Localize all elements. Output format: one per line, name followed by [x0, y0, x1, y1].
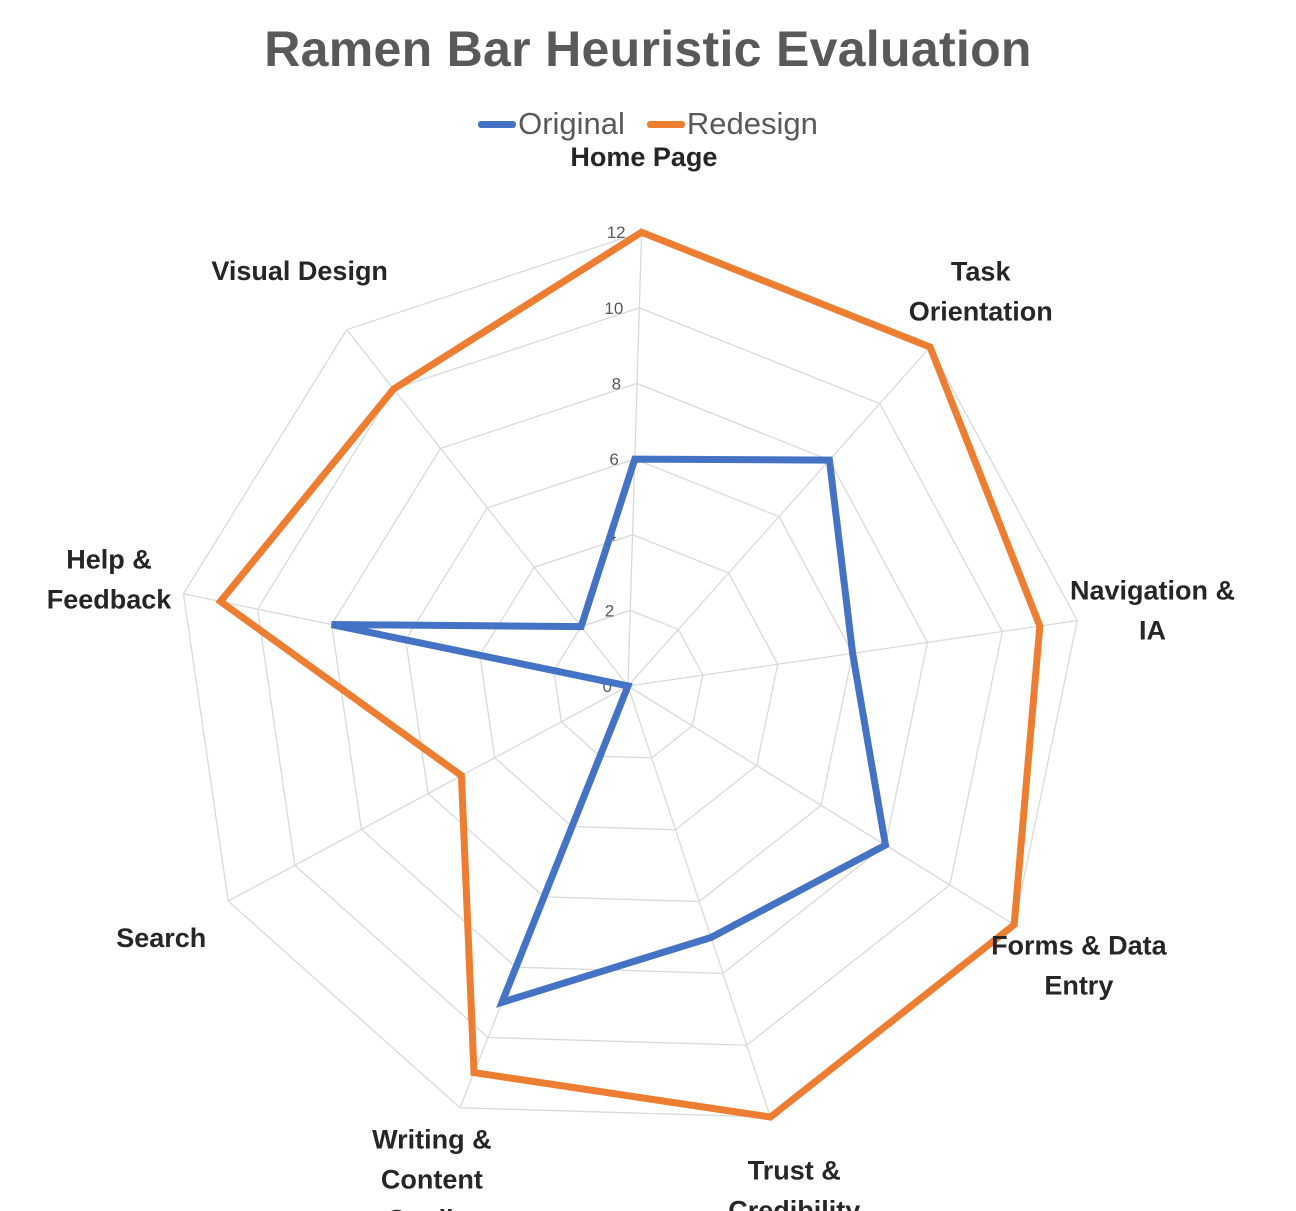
- legend-swatch-original: [478, 120, 517, 128]
- legend: Original Redesign: [0, 106, 1296, 142]
- grid-ring: [182, 231, 1078, 1118]
- radial-tick-label: 0: [603, 677, 612, 696]
- legend-label-original: Original: [518, 106, 625, 141]
- series-line-original: [330, 455, 890, 1008]
- category-label-line: Entry: [1044, 971, 1113, 1001]
- grid-spoke: [627, 346, 931, 687]
- grid-ring: [553, 609, 704, 759]
- category-label-line: Credibility: [728, 1195, 860, 1211]
- category-label: Writing & Content Quality: [372, 1124, 491, 1211]
- legend-label-redesign: Redesign: [686, 106, 818, 141]
- category-label-line: Feedback: [47, 584, 173, 614]
- category-label-line: Quality: [386, 1204, 478, 1211]
- category-labels: Home Page Task Orientation Navigation & IA Fo…: [47, 142, 1235, 1211]
- grid-ring: [479, 534, 779, 831]
- series-line-redesign: [215, 228, 1044, 1121]
- series-layer: [215, 228, 1044, 1121]
- legend-item-original: Original: [478, 106, 625, 142]
- grid-ring: [330, 382, 929, 975]
- category-label: Home Page: [570, 142, 717, 172]
- radial-tick-label: 2: [605, 601, 614, 620]
- grid-spoke: [627, 685, 772, 1118]
- radial-tick-label: 6: [609, 450, 618, 469]
- category-label: Visual Design: [211, 256, 388, 286]
- category-label: Help & Feedback: [47, 544, 173, 614]
- category-label-line: Search: [116, 923, 206, 953]
- legend-swatch-redesign: [646, 120, 685, 128]
- chart-title: Ramen Bar Heuristic Evaluation: [264, 21, 1032, 77]
- grid-spoke: [346, 329, 629, 687]
- radial-tick-label: 10: [604, 299, 623, 318]
- category-label: Navigation & IA: [1070, 576, 1235, 646]
- radial-tick-label: 12: [607, 223, 626, 242]
- category-label-line: Writing &: [372, 1124, 491, 1154]
- category-label: Trust & Credibility: [728, 1155, 860, 1211]
- category-label-line: Home Page: [570, 142, 717, 172]
- category-label: Forms & Data Entry: [991, 931, 1168, 1001]
- category-label: Search: [116, 923, 206, 953]
- category-label-line: Content: [381, 1164, 483, 1194]
- category-label-line: Task: [951, 256, 1012, 286]
- category-label-line: Visual Design: [211, 256, 388, 286]
- category-label-line: Forms & Data: [991, 931, 1168, 961]
- radial-tick-label: 8: [612, 374, 621, 393]
- category-label: Task Orientation: [909, 256, 1053, 326]
- grid-ring: [256, 307, 1004, 1046]
- grid-spoke: [627, 685, 1015, 926]
- grid-spoke: [227, 685, 629, 902]
- category-label-line: Trust &: [748, 1155, 841, 1185]
- legend-item-redesign: Redesign: [646, 106, 818, 142]
- category-label-line: IA: [1139, 616, 1166, 646]
- grid-ring: [405, 458, 854, 903]
- category-label-line: Navigation &: [1070, 576, 1235, 606]
- category-label-line: Orientation: [909, 296, 1053, 326]
- category-label-line: Help &: [66, 544, 152, 574]
